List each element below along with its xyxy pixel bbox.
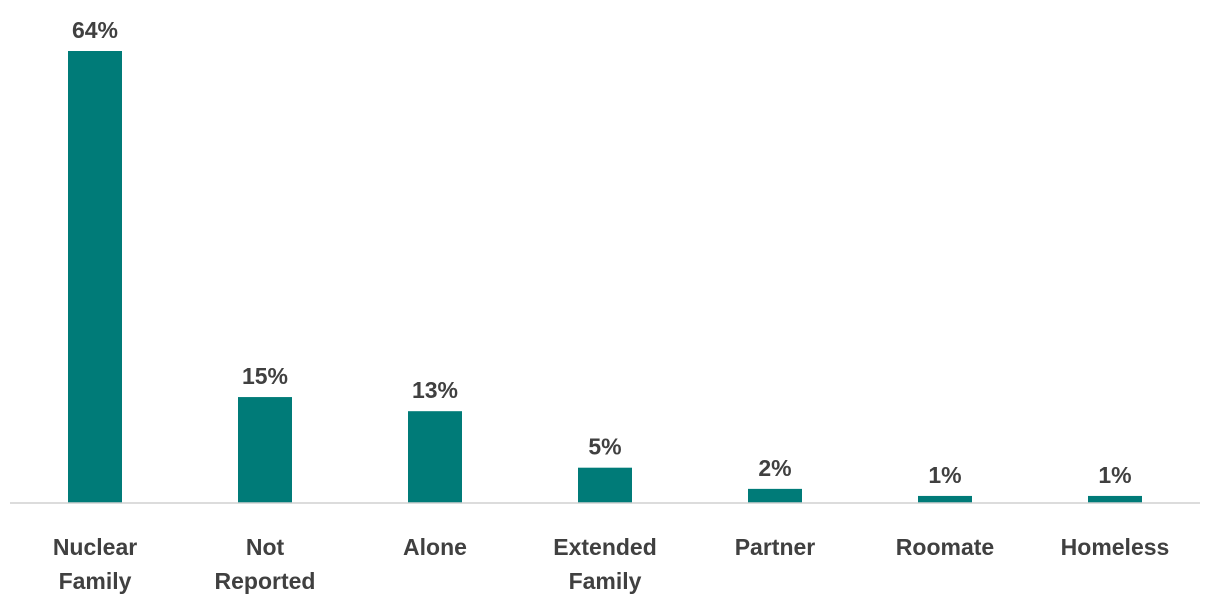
data-label-4: 2% xyxy=(758,455,791,481)
category-label-1: Not Reported xyxy=(215,534,316,594)
category-label-line: Nuclear xyxy=(53,534,137,560)
category-label-6: Homeless xyxy=(1061,534,1170,560)
bar-5 xyxy=(918,495,972,503)
category-label-5: Roomate xyxy=(896,534,994,560)
bar-3 xyxy=(578,467,632,503)
bar-6 xyxy=(1088,495,1142,503)
category-label-line: Not xyxy=(246,534,285,560)
category-labels-layer: Nuclear Family Not Reported Alone Extended Fam… xyxy=(53,534,1170,594)
data-label-6: 1% xyxy=(1098,462,1131,488)
category-label-line: Homeless xyxy=(1061,534,1170,560)
data-label-3: 5% xyxy=(588,434,621,460)
category-label-line: Extended xyxy=(553,534,657,560)
category-label-line: Alone xyxy=(403,534,467,560)
data-label-2: 13% xyxy=(412,377,458,403)
bar-0 xyxy=(68,51,122,503)
category-label-line: Family xyxy=(59,568,132,594)
category-label-line: Family xyxy=(569,568,642,594)
bar-4 xyxy=(748,488,802,503)
data-label-1: 15% xyxy=(242,363,288,389)
category-label-line: Roomate xyxy=(896,534,994,560)
category-label-4: Partner xyxy=(735,534,816,560)
category-label-2: Alone xyxy=(403,534,467,560)
data-labels-layer: 64% 15% 13% 5% 2% 1% 1% xyxy=(72,17,1132,488)
category-label-0: Nuclear Family xyxy=(53,534,137,594)
data-label-0: 64% xyxy=(72,17,118,43)
data-label-5: 1% xyxy=(928,462,961,488)
bars-layer xyxy=(68,51,1142,503)
bar-2 xyxy=(408,411,462,503)
category-label-line: Partner xyxy=(735,534,816,560)
category-label-3: Extended Family xyxy=(553,534,657,594)
bar-1 xyxy=(238,397,292,503)
category-label-line: Reported xyxy=(215,568,316,594)
